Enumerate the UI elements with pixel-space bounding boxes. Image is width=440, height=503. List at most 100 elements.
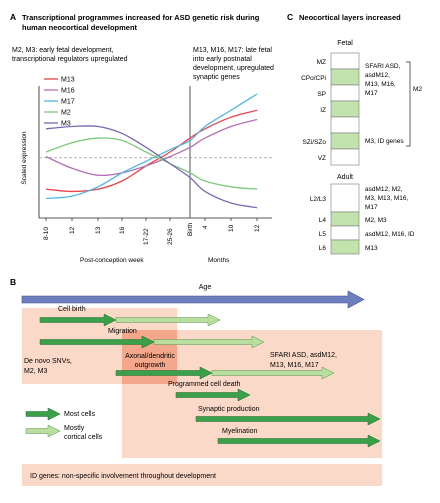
panel-c-title: Neocortical layers increased	[299, 13, 401, 22]
legend-most-cells-arrow	[25, 407, 61, 421]
adult-layer-l2l3-box	[330, 183, 360, 213]
fetal-layer-label: MZ	[317, 59, 326, 66]
sfari-label-line2: M13, M16, M17	[270, 362, 319, 369]
panel-c: C Neocortical layers increased Fetal MZ …	[287, 12, 422, 255]
fetal-bracket-label: M2	[413, 86, 422, 93]
fetal-note-line: M3, ID genes	[365, 138, 404, 145]
adult-layer-l5-box	[330, 225, 360, 241]
adult-label: Adult	[337, 174, 353, 181]
de-novo-label-line1: De novo SNVs,	[24, 358, 72, 365]
legend-label-m2: M2	[61, 110, 71, 117]
adult-note-line: M3, M13, M16,	[365, 195, 409, 202]
legend-label-m17: M17	[61, 99, 75, 106]
tick-label-8-10: 8-10	[43, 227, 50, 240]
fetal-layer-blank-box	[330, 116, 360, 134]
series-line-m16	[45, 118, 258, 177]
synaptic-label: Synaptic production	[198, 406, 260, 413]
migration-arrow-dark	[39, 335, 155, 349]
adult-note-line: M17	[365, 204, 378, 211]
x-axis-label-months: Months	[208, 257, 230, 264]
fetal-layer-cp-box	[330, 68, 360, 86]
axonal-label-line1: Axonal/dendritic	[125, 353, 175, 360]
note-late-fetal-line1: M13, M16, M17: late fetal	[193, 47, 272, 54]
panel-b: B Age Cell birth Migration De novo SNVs,…	[10, 277, 382, 486]
de-novo-label-line2: M2, M3	[24, 368, 47, 375]
x-axis-label-pcw: Post-conception week	[80, 257, 144, 264]
migration-arrow-light	[153, 335, 265, 349]
panel-a-title-line1: Transcriptional programmes increased for…	[22, 13, 260, 22]
cell-birth-label: Cell birth	[58, 306, 86, 313]
id-genes-region-shade	[22, 464, 382, 486]
fetal-layer-label: SP	[317, 91, 326, 98]
migration-label: Migration	[108, 328, 137, 335]
fetal-layer-label: IZ	[320, 107, 326, 114]
fetal-layer-iz-box	[330, 100, 360, 118]
note-early-fetal-line2: transcriptional regulators upregulated	[12, 56, 128, 63]
fetal-note-line: asdM12,	[365, 72, 390, 79]
sfari-label-line1: SFARI ASD, asdM12,	[270, 352, 337, 359]
x-ticks: 8-10 12 13 16 17-22 25-26 Birth 4 10 12	[43, 218, 261, 245]
panel-a-letter: A	[10, 12, 16, 22]
axonal-arrow-dark	[115, 366, 213, 380]
fetal-note-line: M13, M16,	[365, 81, 396, 88]
fetal-label: Fetal	[337, 40, 353, 47]
fetal-layer-sz-box	[330, 132, 360, 150]
series-line-m2	[45, 137, 258, 190]
synaptic-arrow	[195, 412, 381, 426]
legend-label-m3: M3	[61, 121, 71, 128]
cell-birth-arrow-dark	[39, 313, 117, 327]
tick-label-25-26: 25-26	[167, 228, 174, 245]
fetal-note-line: M17	[365, 90, 378, 97]
myelination-label: Myelination	[222, 428, 258, 435]
adult-layer-l4-box	[330, 211, 360, 227]
adult-note-line: M2, M3	[365, 217, 387, 224]
fetal-bracket	[406, 61, 411, 147]
panel-c-letter: C	[287, 12, 293, 22]
axonal-label-line2: outgrowth	[135, 362, 166, 369]
tick-label-10: 10	[228, 224, 235, 232]
id-genes-label: ID genes: non-specific involvement throu…	[30, 473, 216, 480]
fetal-layer-vz-box	[330, 148, 360, 166]
fetal-layer-label: CPo/CPi	[301, 75, 326, 82]
legend-mostly-cortical-label-line2: cortical cells	[64, 434, 103, 441]
tick-label-birth: Birth	[187, 222, 194, 236]
tick-label-4: 4	[202, 225, 209, 229]
legend-label-m13: M13	[61, 77, 75, 84]
adult-note-line: asdM12, M16, ID	[365, 231, 415, 238]
adult-note-line: M13	[365, 245, 378, 252]
legend: M13 M16 M17 M2 M3	[44, 77, 75, 128]
y-axis-label: Scaled expression	[21, 131, 28, 184]
myelination-arrow	[217, 434, 381, 448]
tick-label-12-months: 12	[254, 224, 261, 232]
age-arrow	[21, 290, 365, 309]
legend-mostly-cortical-arrow	[25, 424, 61, 438]
series-line-m3	[45, 125, 258, 209]
tick-label-16: 16	[119, 226, 126, 234]
note-early-fetal-line1: M2, M3: early fetal development,	[12, 47, 114, 54]
series-line-m13	[45, 109, 258, 193]
note-late-fetal-line4: synaptic genes	[193, 74, 240, 81]
tick-label-13: 13	[95, 226, 102, 234]
fetal-layer-sp-box	[330, 84, 360, 102]
adult-layer-label: L5	[319, 231, 327, 238]
adult-note-line: asdM12, M2,	[365, 186, 403, 193]
legend-label-m16: M16	[61, 88, 75, 95]
series-lines	[45, 93, 258, 209]
fetal-layer-label: VZ	[318, 155, 326, 162]
note-late-fetal-line2: into early postnatal	[193, 56, 252, 63]
tick-label-12: 12	[69, 226, 76, 234]
axonal-arrow-light	[211, 366, 335, 380]
panel-a-title-line2: human neocortical development	[22, 23, 138, 32]
series-line-m17	[45, 93, 258, 200]
adult-layer-l6-box	[330, 239, 360, 255]
fetal-layer-label: SZi/SZo	[303, 139, 327, 146]
fetal-layer-mz-box	[330, 52, 360, 70]
panel-a: A Transcriptional programmes increased f…	[10, 12, 274, 264]
pcd-label: Programmed cell death	[168, 381, 240, 388]
legend-mostly-cortical-label-line1: Mostly	[64, 425, 85, 432]
panel-b-letter: B	[10, 277, 16, 287]
cell-birth-arrow-light	[115, 313, 221, 327]
fetal-note-line: SFARI ASD,	[365, 63, 401, 70]
legend-most-cells-label: Most cells	[64, 411, 96, 418]
